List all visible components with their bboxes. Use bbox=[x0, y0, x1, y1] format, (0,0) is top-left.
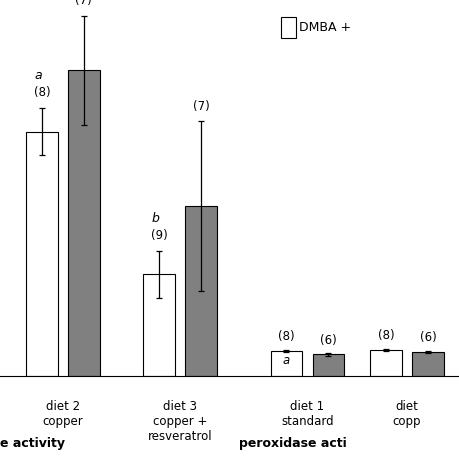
Bar bbox=[143, 274, 175, 376]
Text: (7): (7) bbox=[75, 0, 92, 7]
Text: diet 2
copper: diet 2 copper bbox=[43, 400, 83, 428]
Text: (7): (7) bbox=[192, 100, 209, 113]
Text: diet 1
standard: diet 1 standard bbox=[281, 400, 334, 428]
Text: (6): (6) bbox=[420, 331, 437, 344]
Bar bbox=[370, 350, 402, 376]
Text: (9): (9) bbox=[151, 229, 168, 242]
Bar bbox=[313, 354, 344, 376]
Text: DMBA +: DMBA + bbox=[299, 21, 351, 34]
Bar bbox=[68, 70, 100, 376]
Text: peroxidase acti: peroxidase acti bbox=[239, 437, 347, 450]
FancyBboxPatch shape bbox=[281, 17, 297, 38]
Text: a: a bbox=[34, 69, 42, 82]
Bar bbox=[271, 351, 302, 376]
Bar bbox=[185, 207, 217, 376]
Text: (8): (8) bbox=[34, 86, 50, 99]
Text: (8): (8) bbox=[378, 330, 394, 342]
Text: (8): (8) bbox=[278, 330, 295, 343]
Text: a: a bbox=[283, 353, 290, 367]
Bar bbox=[26, 132, 58, 376]
Text: b: b bbox=[151, 212, 159, 225]
Text: diet
copp: diet copp bbox=[393, 400, 421, 428]
Text: (6): (6) bbox=[320, 334, 337, 347]
Text: diet 3
copper +
resveratrol: diet 3 copper + resveratrol bbox=[148, 400, 212, 443]
Bar bbox=[412, 352, 444, 376]
Text: e activity: e activity bbox=[0, 437, 65, 450]
